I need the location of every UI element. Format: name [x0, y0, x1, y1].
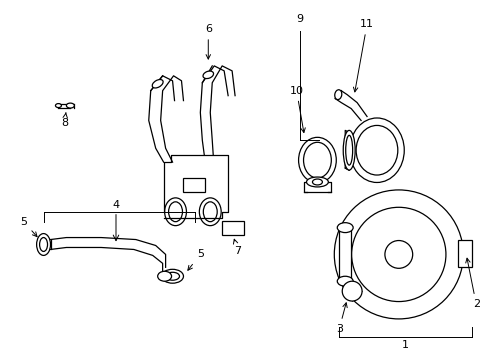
Text: 4: 4	[112, 200, 120, 210]
Ellipse shape	[306, 177, 327, 187]
Ellipse shape	[345, 135, 352, 165]
Ellipse shape	[298, 137, 336, 183]
Text: 5: 5	[187, 249, 203, 270]
Ellipse shape	[157, 271, 171, 281]
Ellipse shape	[199, 198, 221, 226]
Ellipse shape	[203, 202, 217, 222]
Ellipse shape	[162, 269, 183, 283]
Text: 1: 1	[402, 340, 408, 350]
Text: 11: 11	[353, 19, 373, 92]
Text: 3: 3	[335, 303, 346, 334]
Text: 9: 9	[295, 14, 303, 24]
Ellipse shape	[351, 207, 445, 302]
Ellipse shape	[312, 179, 322, 185]
Ellipse shape	[165, 272, 179, 280]
Text: 5: 5	[20, 217, 37, 237]
Text: 10: 10	[289, 86, 305, 132]
Bar	[222, 221, 244, 235]
Circle shape	[384, 240, 412, 268]
Ellipse shape	[337, 223, 352, 233]
Circle shape	[342, 281, 361, 301]
Ellipse shape	[337, 276, 352, 286]
Ellipse shape	[203, 71, 213, 78]
Ellipse shape	[355, 125, 397, 175]
Ellipse shape	[334, 90, 341, 100]
Text: 2: 2	[465, 258, 479, 309]
Bar	[457, 239, 471, 267]
Ellipse shape	[66, 103, 74, 108]
Ellipse shape	[334, 190, 462, 319]
Ellipse shape	[343, 130, 354, 170]
Text: 6: 6	[204, 24, 211, 59]
Bar	[183, 178, 205, 192]
Ellipse shape	[37, 234, 50, 255]
Ellipse shape	[303, 142, 331, 178]
Text: 7: 7	[233, 239, 241, 256]
Ellipse shape	[55, 104, 61, 108]
Ellipse shape	[164, 198, 186, 226]
Ellipse shape	[40, 238, 47, 251]
Ellipse shape	[168, 202, 182, 222]
Text: 8: 8	[61, 113, 68, 129]
Ellipse shape	[152, 80, 163, 88]
Ellipse shape	[349, 118, 404, 183]
